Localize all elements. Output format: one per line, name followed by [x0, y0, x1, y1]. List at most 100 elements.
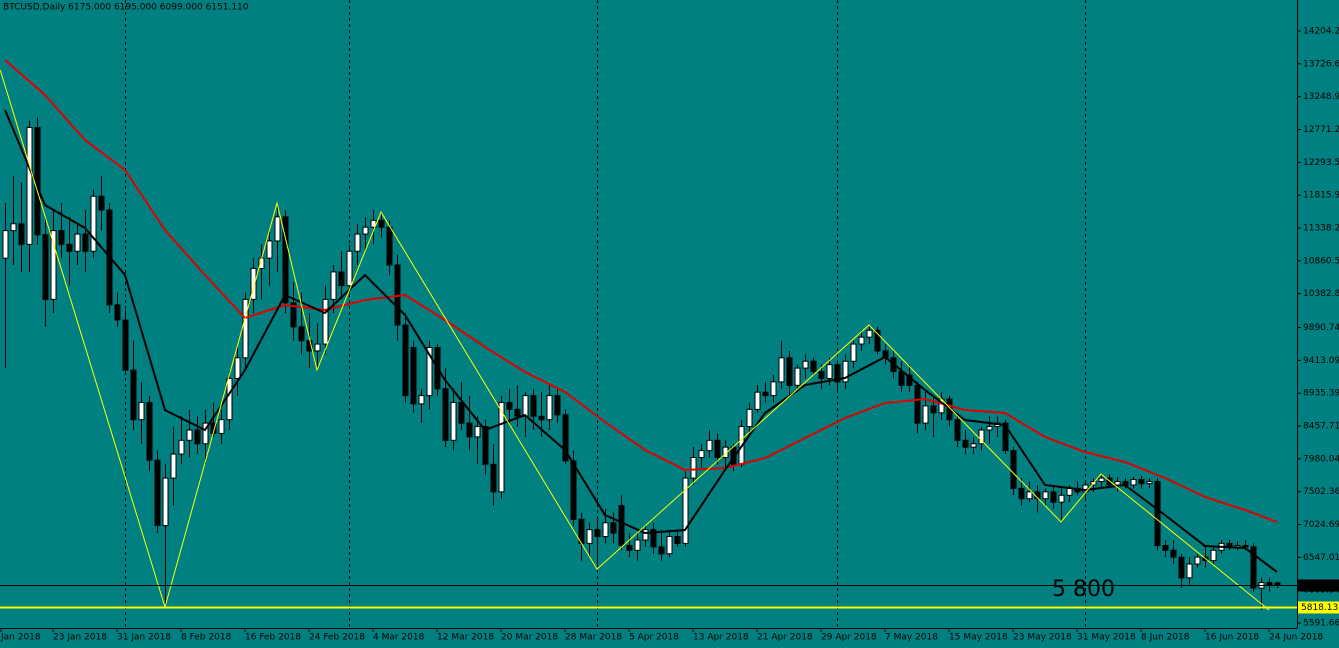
x-tick-label: 15 May 2018: [949, 633, 1008, 643]
y-tick-label: 7024.69: [1303, 520, 1339, 530]
price-label: 6151.11: [1301, 581, 1338, 591]
candle-body: [170, 453, 177, 479]
x-tick-label: 29 Apr 2018: [821, 633, 877, 643]
y-tick-label: 13726.6: [1303, 59, 1339, 69]
candle-body: [1002, 422, 1009, 452]
candle-body: [658, 546, 665, 555]
candle-body: [154, 459, 161, 527]
candle-body: [458, 401, 465, 424]
x-tick-label: 24 Feb 2018: [309, 633, 365, 643]
candle-body: [10, 223, 17, 232]
candle-body: [178, 439, 185, 455]
x-tick-label: 7 May 2018: [885, 633, 938, 643]
candle-body: [282, 216, 289, 304]
candle-body: [874, 329, 881, 352]
candle-body: [474, 426, 481, 438]
candle-body: [354, 233, 361, 252]
candle-body: [202, 422, 209, 445]
x-tick-label: 13 Apr 2018: [693, 633, 749, 643]
candle-body: [914, 384, 921, 424]
candle-body: [74, 233, 81, 252]
candle-body: [2, 230, 9, 259]
candle-body: [378, 219, 385, 228]
y-tick-label: 12771.2: [1303, 125, 1339, 135]
candle-body: [194, 429, 201, 445]
x-tick-label: 23 Jan 2018: [53, 633, 107, 643]
candle-body: [226, 377, 233, 421]
candle-body: [82, 233, 89, 252]
candle-body: [618, 505, 625, 546]
candle-body: [898, 371, 905, 386]
candle-body: [1082, 484, 1089, 493]
candle-body: [1154, 481, 1161, 546]
candle-body: [538, 415, 545, 421]
candle-body: [242, 298, 249, 359]
candle-body: [1186, 563, 1193, 579]
y-tick-label: 9413.09: [1303, 356, 1339, 366]
candle-body: [754, 391, 761, 410]
candle-body: [930, 405, 937, 414]
x-tick-label: 23 May 2018: [1013, 633, 1072, 643]
candle-body: [426, 346, 433, 397]
candle-body: [162, 477, 169, 527]
candle-body: [506, 401, 513, 410]
y-tick-label: 9890.74: [1303, 323, 1339, 333]
candle-body: [314, 343, 321, 352]
candle-body: [666, 536, 673, 555]
y-tick-label: 10860.5: [1303, 256, 1339, 266]
candle-body: [674, 536, 681, 544]
y-tick-label: 6547.01: [1303, 553, 1339, 563]
candle-body: [442, 388, 449, 441]
candle-body: [698, 450, 705, 458]
candle-body: [746, 408, 753, 428]
price-label: 5818.13: [1301, 603, 1338, 613]
candle-body: [1170, 549, 1177, 558]
x-tick-label: 16 Feb 2018: [245, 633, 301, 643]
candle-body: [530, 395, 537, 417]
candle-body: [250, 267, 257, 300]
candle-body: [594, 529, 601, 538]
candle-body: [1194, 556, 1201, 565]
candle-body: [58, 230, 65, 245]
candle-body: [962, 439, 969, 448]
candle-body: [762, 391, 769, 397]
candle-body: [954, 419, 961, 441]
candle-body: [218, 419, 225, 434]
candle-body: [1010, 450, 1017, 489]
candle-body: [818, 371, 825, 379]
candle-body: [786, 357, 793, 386]
candle-body: [234, 357, 241, 379]
candle-body: [682, 477, 689, 544]
candle-body: [98, 195, 105, 211]
y-tick-label: 12293.5: [1303, 158, 1339, 168]
candle-body: [386, 226, 393, 266]
candle-body: [546, 395, 553, 421]
candle-body: [802, 360, 809, 369]
candle-body: [42, 234, 49, 300]
x-tick-label: 12 Mar 2018: [437, 633, 494, 643]
y-tick-label: 11338.2: [1303, 224, 1339, 234]
candle-body: [986, 426, 993, 431]
y-tick-label: 13248.9: [1303, 92, 1339, 102]
candle-body: [482, 426, 489, 465]
candle-body: [114, 304, 121, 321]
candle-body: [562, 414, 569, 462]
candle-body: [1178, 556, 1185, 579]
y-tick-label: 7980.04: [1303, 454, 1339, 464]
candle-body: [1042, 491, 1049, 500]
candle-body: [1130, 478, 1137, 486]
candle-body: [146, 401, 153, 461]
candle-body: [1146, 481, 1153, 485]
x-tick-label: 31 Jan 2018: [117, 633, 171, 643]
candle-body: [410, 346, 417, 405]
candle-body: [26, 127, 33, 245]
chart-title: BTCUSD,Daily 6175.000 6195.000 6099.000 …: [3, 3, 249, 13]
candle-body: [274, 216, 281, 242]
candle-body: [690, 456, 697, 479]
annotation: 5 800: [1052, 577, 1115, 602]
price-label-box: [1298, 579, 1339, 592]
candle-body: [418, 395, 425, 405]
y-tick-label: 8457.71: [1303, 422, 1339, 432]
candle-body: [466, 422, 473, 438]
candle-body: [450, 401, 457, 441]
